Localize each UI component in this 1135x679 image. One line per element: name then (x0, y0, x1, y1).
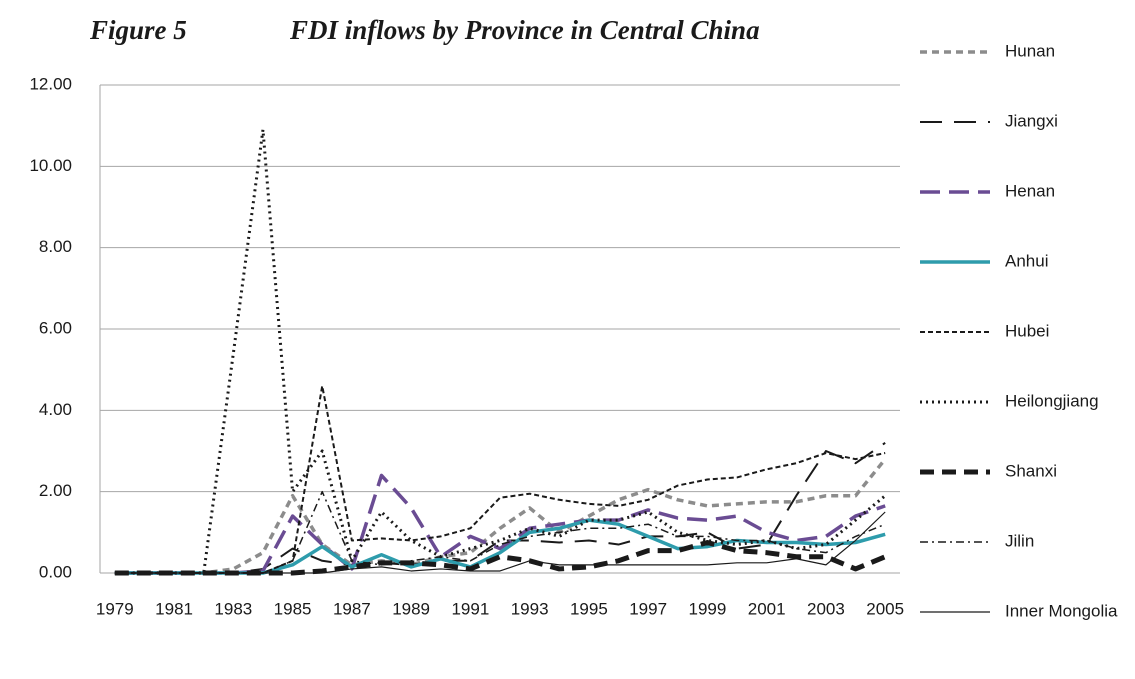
x-tick-label: 1993 (511, 599, 549, 618)
x-tick-label: 2003 (807, 599, 845, 618)
x-tick-label: 1999 (688, 599, 726, 618)
series-line (114, 442, 886, 574)
x-tick-label: 1989 (392, 599, 430, 618)
legend-label: Hubei (1005, 321, 1049, 340)
y-tick-label: 4.00 (39, 400, 72, 419)
x-tick-label: 1991 (451, 599, 489, 618)
y-tick-label: 0.00 (39, 562, 72, 581)
y-tick-label: 6.00 (39, 318, 72, 337)
x-tick-label: 1983 (214, 599, 252, 618)
x-tick-label: 1981 (155, 599, 193, 618)
x-tick-label: 1985 (274, 599, 312, 618)
legend-label: Anhui (1005, 251, 1048, 270)
series-line (114, 458, 887, 575)
legend-label: Heilongjiang (1005, 391, 1099, 410)
x-tick-label: 2001 (748, 599, 786, 618)
y-tick-label: 2.00 (39, 481, 72, 500)
series-line (114, 384, 886, 574)
series-line (114, 128, 887, 575)
x-tick-label: 1987 (333, 599, 371, 618)
x-tick-label: 1997 (629, 599, 667, 618)
figure-label: Figure 5 (89, 15, 187, 45)
legend-label: Jiangxi (1005, 111, 1058, 130)
y-tick-label: 10.00 (29, 156, 72, 175)
x-tick-label: 1995 (570, 599, 608, 618)
x-tick-label: 2005 (866, 599, 904, 618)
y-tick-label: 12.00 (29, 74, 72, 93)
series-line (114, 540, 887, 576)
legend-label: Shanxi (1005, 461, 1057, 480)
legend-label: Henan (1005, 181, 1055, 200)
legend-label: Hunan (1005, 41, 1055, 60)
series-line (114, 511, 886, 574)
y-tick-label: 8.00 (39, 237, 72, 256)
legend-label: Inner Mongolia (1005, 601, 1118, 620)
legend-label: Jilin (1005, 531, 1034, 550)
series-line (114, 490, 886, 574)
x-tick-label: 1979 (96, 599, 134, 618)
chart-title: FDI inflows by Province in Central China (289, 15, 760, 45)
